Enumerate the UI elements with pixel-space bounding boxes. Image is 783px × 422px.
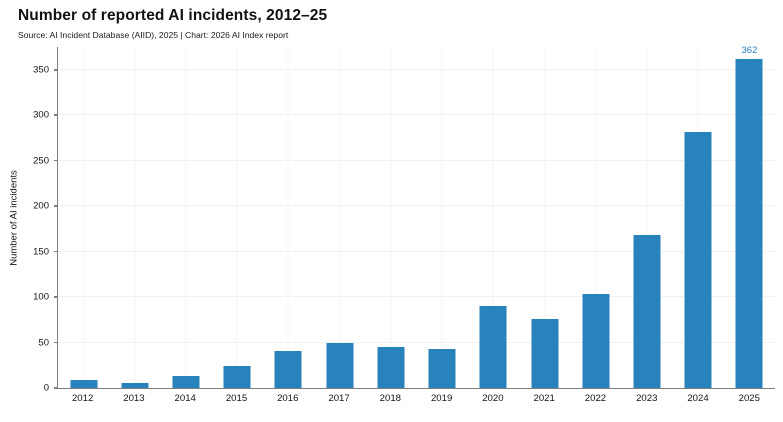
y-gridline (58, 205, 775, 207)
bar-2023 (633, 235, 661, 388)
x-gridline (83, 47, 85, 388)
x-tick-label: 2024 (687, 393, 709, 404)
x-gridline (134, 47, 136, 388)
bar-2016 (274, 350, 302, 388)
bar-2019 (428, 348, 456, 388)
bar-column (570, 47, 621, 388)
x-tick-label: 2016 (277, 393, 299, 404)
y-tick-mark (54, 159, 58, 162)
x-tick-label: 2014 (174, 393, 196, 404)
x-tick-label: 2012 (71, 393, 94, 404)
bar-column (673, 47, 724, 388)
bar-column (519, 47, 570, 388)
x-tick-label: 2013 (123, 393, 145, 404)
bar-columns: 362 (58, 44, 775, 388)
x-tick-label: 2015 (225, 393, 248, 404)
bar-2021 (531, 318, 559, 388)
x-gridline (339, 47, 341, 388)
bar-2013 (121, 382, 149, 388)
y-tick-mark (54, 114, 58, 116)
y-tick-label: 300 (33, 109, 49, 121)
bar-column (365, 47, 416, 388)
x-gridline (595, 47, 597, 388)
y-gridline (58, 250, 775, 252)
x-gridline (646, 47, 648, 388)
y-tick-label: 350 (33, 64, 49, 76)
bar-column (468, 47, 519, 388)
x-tick-label: 2019 (430, 393, 453, 404)
bar-2024 (684, 131, 712, 388)
x-gridline (185, 47, 187, 388)
y-gridline (58, 114, 775, 116)
y-tick-mark (54, 387, 58, 389)
x-gridline (390, 47, 392, 388)
y-tick-label: 200 (33, 200, 49, 212)
bar-2022 (582, 294, 610, 388)
x-tick-label: 2018 (379, 393, 401, 404)
bar-2025 (735, 58, 763, 388)
bar-column (263, 47, 314, 388)
bar-column (160, 47, 211, 388)
y-tick-mark (54, 296, 58, 298)
y-tick-mark (54, 205, 58, 207)
y-tick-label: 100 (33, 291, 49, 303)
bar-2020 (479, 306, 507, 388)
bar-2014 (172, 376, 200, 388)
y-tick-label: 50 (38, 337, 49, 349)
x-gridline (441, 47, 443, 388)
bar-2012 (70, 379, 98, 388)
x-tick-label: 2017 (328, 393, 350, 404)
x-gridline (544, 47, 546, 388)
y-tick-mark (54, 68, 58, 71)
plot-area: 0 50 100 150 200 250 300 350 362 (33, 44, 775, 394)
bar-2017 (326, 342, 354, 388)
x-gridline (287, 47, 289, 388)
bar-column (109, 47, 160, 388)
x-tick-label: 2020 (482, 393, 504, 404)
y-tick-label: 0 (43, 382, 49, 394)
y-tick-label: 250 (33, 155, 49, 167)
y-gridline (58, 341, 775, 343)
bar-2018 (377, 347, 405, 388)
bar-column (621, 47, 672, 388)
x-gridline (492, 47, 494, 388)
bar-2015 (223, 366, 251, 388)
chart-subtitle: Source: AI Incident Database (AIID), 202… (18, 30, 289, 40)
y-tick-mark (54, 250, 58, 253)
x-tick-label: 2021 (533, 393, 555, 404)
x-tick-label: 2023 (636, 393, 658, 404)
y-tick-mark (54, 341, 58, 344)
bar-column (314, 47, 365, 388)
x-gridline (236, 47, 238, 388)
bar-column: 362 (724, 44, 775, 388)
chart-title: Number of reported AI incidents, 2012–25 (18, 7, 328, 24)
y-axis-label: Number of AI incidents (8, 170, 20, 266)
bar-column (417, 47, 468, 388)
bar-column (212, 47, 263, 388)
x-tick-label: 2025 (738, 393, 760, 404)
y-gridline (58, 68, 775, 70)
bar-value-label: 362 (741, 44, 758, 56)
y-gridline (58, 159, 775, 161)
y-tick-label: 150 (33, 246, 49, 258)
x-axis-labels: 2012 2013 2014 2015 2016 2017 2018 2019 2020 2021… (57, 393, 775, 404)
bar-column (58, 47, 109, 388)
x-tick-label: 2022 (584, 393, 607, 404)
y-gridline (58, 296, 775, 298)
